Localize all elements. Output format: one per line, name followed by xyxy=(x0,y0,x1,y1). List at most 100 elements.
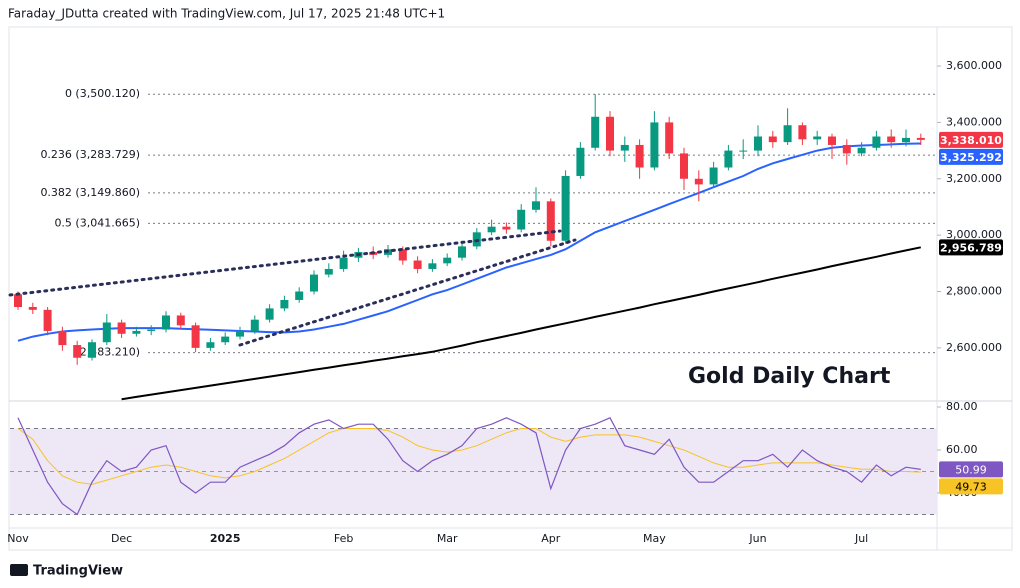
candle-body xyxy=(650,122,659,168)
candle-body xyxy=(428,263,437,269)
candle-body xyxy=(206,342,215,348)
candle-body xyxy=(591,116,600,148)
y-tick-label: 2,800.000 xyxy=(946,285,1002,298)
trendline xyxy=(238,238,577,347)
value-tag xyxy=(939,478,1003,495)
candle-body xyxy=(739,150,748,152)
candle-body xyxy=(813,136,822,140)
candle-body xyxy=(665,122,674,154)
candle-body xyxy=(546,201,555,241)
x-tick-label: Nov xyxy=(7,532,29,545)
x-tick-label: Mar xyxy=(437,532,458,545)
fib-label: 0 (3,500.120) xyxy=(65,87,140,100)
candle-body xyxy=(680,153,688,179)
candle-body xyxy=(236,330,244,337)
y-tick-label: 60.00 xyxy=(946,443,978,456)
fib-label: (2,583.210) xyxy=(75,346,140,359)
value-tag xyxy=(939,131,1003,148)
value-tag-label: 3,325.292 xyxy=(940,151,1002,164)
fib-label: 0.382 (3,149.860) xyxy=(40,186,140,199)
candle-body xyxy=(887,136,896,143)
fib-label: 0.236 (3,283.729) xyxy=(40,148,140,161)
y-tick-label: 3,000.000 xyxy=(946,228,1002,241)
line xyxy=(121,246,922,401)
value-tag-label: 50.99 xyxy=(955,463,987,476)
candle-body xyxy=(88,342,96,358)
x-tick-label: May xyxy=(643,532,666,545)
value-tag-label: 3,338.010 xyxy=(940,134,1002,147)
candle-body xyxy=(398,249,407,261)
y-tick-label: 3,200.000 xyxy=(946,172,1002,185)
x-tick-label: 2025 xyxy=(210,532,241,545)
trendline xyxy=(8,229,562,297)
candle-body xyxy=(443,257,452,264)
candle-body xyxy=(916,137,925,140)
candle-body xyxy=(620,144,629,151)
candle-body xyxy=(709,167,718,185)
candle-body xyxy=(561,175,570,241)
candle-body xyxy=(606,116,614,151)
candle-body xyxy=(783,125,792,143)
y-tick-label: 2,600.000 xyxy=(946,341,1002,354)
value-tag xyxy=(939,239,1003,256)
candle-body xyxy=(635,144,644,168)
branding: TradingView xyxy=(33,564,123,579)
candle-body xyxy=(250,319,259,331)
x-tick-label: Apr xyxy=(541,532,561,545)
candle-body xyxy=(102,322,111,343)
candle-body xyxy=(694,178,703,185)
candle-body xyxy=(117,322,126,334)
candle-body xyxy=(28,307,37,310)
attribution: Faraday_JDutta created with TradingView.… xyxy=(8,7,445,21)
candle-body xyxy=(132,330,141,334)
x-tick-label: Jul xyxy=(854,532,868,545)
candle-body xyxy=(221,336,230,343)
candle-body xyxy=(310,274,318,292)
candle-body xyxy=(73,345,82,358)
x-tick-label: Dec xyxy=(111,532,132,545)
value-tag xyxy=(939,148,1003,165)
overlay: 3,338.010 3,325.292 2,956.789 50.99 49.73 xyxy=(939,131,1003,495)
y-tick-label: 3,400.000 xyxy=(946,115,1002,128)
candle-body xyxy=(43,309,52,331)
candle-body xyxy=(458,246,466,258)
candle-body xyxy=(147,329,156,331)
x-tick-label: Jun xyxy=(748,532,766,545)
y-tick-label: 80.00 xyxy=(946,400,978,413)
frame xyxy=(8,26,1013,551)
candle-body xyxy=(754,136,762,151)
plot: 2,600.000 2,800.000 3,000.000 3,200.000 3,40… xyxy=(7,59,1002,545)
candle-body xyxy=(487,226,496,233)
candle-body xyxy=(265,308,274,320)
line xyxy=(17,428,921,485)
x-tick-label: Feb xyxy=(334,532,353,545)
fib-label: 0.5 (3,041.665) xyxy=(54,216,140,229)
candle-body xyxy=(798,125,807,140)
candle-body xyxy=(517,209,526,230)
logo-icon xyxy=(10,564,28,576)
candle-body xyxy=(413,260,422,269)
candle-body xyxy=(532,201,540,210)
candle-body xyxy=(828,136,836,145)
candle-body xyxy=(191,325,200,348)
candle-body xyxy=(576,147,585,176)
candle-body xyxy=(502,226,511,230)
candle-body xyxy=(324,268,333,275)
chart-annotation: Gold Daily Chart xyxy=(688,364,891,389)
candle-body xyxy=(162,315,170,330)
candle-body xyxy=(768,136,777,143)
candle-body xyxy=(295,291,304,300)
value-tag-label: 49.73 xyxy=(955,480,987,493)
candle-body xyxy=(339,257,348,269)
candle-body xyxy=(176,315,185,326)
candle-body xyxy=(902,137,910,143)
candle-body xyxy=(872,136,881,148)
value-tag-label: 2,956.789 xyxy=(940,241,1002,254)
candle-body xyxy=(842,144,851,154)
candle-body xyxy=(857,147,866,154)
candle-body xyxy=(58,330,67,346)
value-tag xyxy=(939,461,1003,478)
candle-body xyxy=(14,294,22,307)
candle-body xyxy=(724,150,733,168)
